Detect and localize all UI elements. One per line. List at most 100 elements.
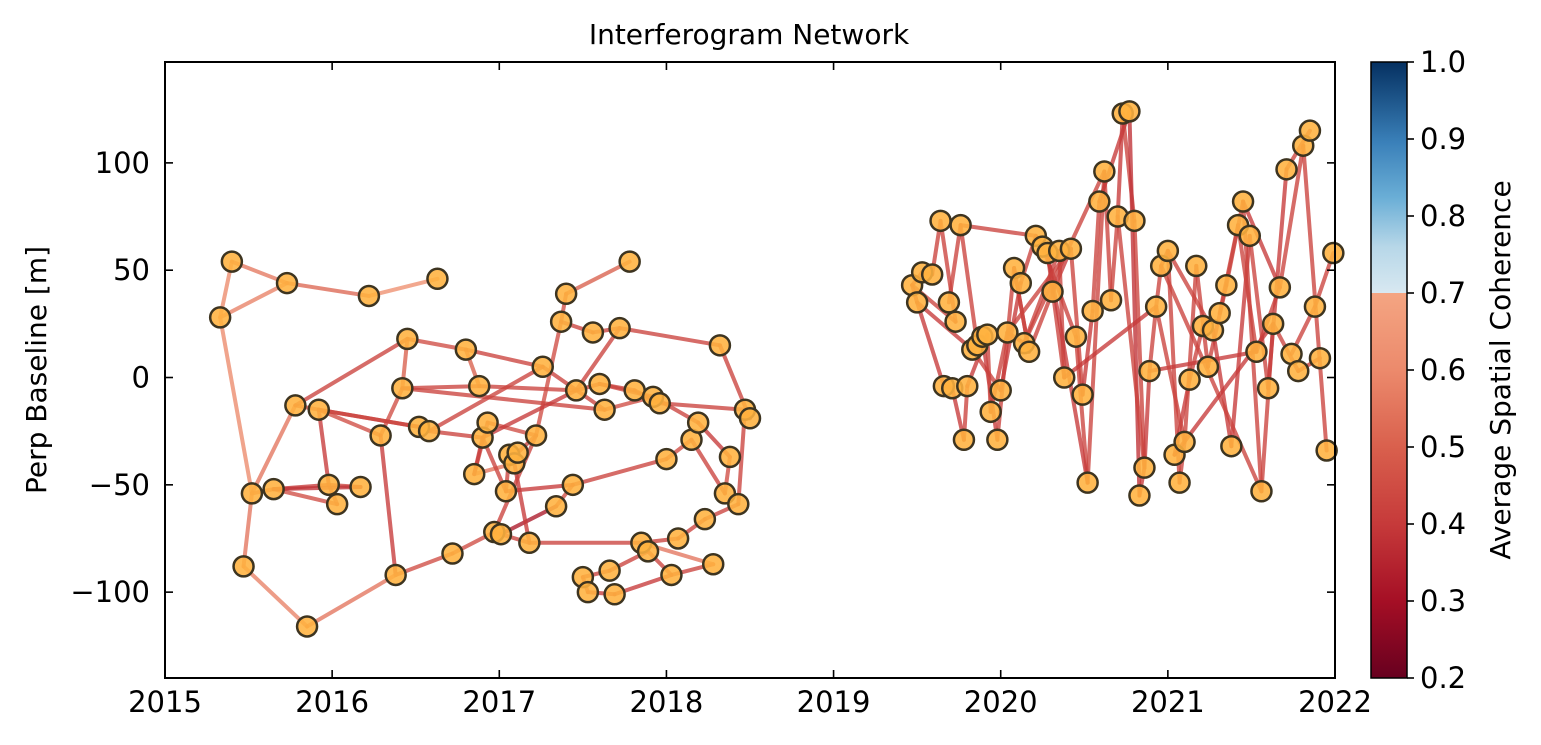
acquisition-point xyxy=(426,267,449,291)
pair-line xyxy=(1097,109,1132,204)
colorbar-tick-label: 0.6 xyxy=(1420,353,1466,387)
y-tick-label: 50 xyxy=(113,253,150,287)
acquisition-point xyxy=(976,323,999,346)
acquisition-point xyxy=(275,271,299,295)
acquisition-point xyxy=(905,291,929,314)
acquisition-point xyxy=(660,563,683,587)
acquisition-point xyxy=(598,559,621,582)
acquisition-points xyxy=(208,100,1345,638)
colorbar-tick-label: 0.5 xyxy=(1420,430,1466,464)
acquisition-point xyxy=(549,310,573,333)
acquisition-point xyxy=(317,473,341,497)
acquisition-point xyxy=(1196,355,1220,379)
colorbar-gradient xyxy=(1370,61,1408,679)
acquisition-point xyxy=(1275,158,1298,181)
acquisition-point xyxy=(576,580,600,604)
chart-title: Interferogram Network xyxy=(589,18,910,51)
pair-line xyxy=(427,364,545,434)
colorbar-tick-label: 1.0 xyxy=(1420,45,1466,79)
acquisition-point xyxy=(1071,383,1094,406)
acquisition-point xyxy=(369,424,392,447)
acquisition-point xyxy=(1322,241,1345,265)
pair-line xyxy=(1154,304,1187,444)
acquisition-point xyxy=(648,392,671,415)
colorbar-tick-label: 0.8 xyxy=(1420,199,1466,233)
acquisition-point xyxy=(588,372,611,396)
acquisition-point xyxy=(1133,456,1156,479)
acquisition-point xyxy=(693,507,717,531)
pair-line xyxy=(1062,304,1159,380)
acquisition-point xyxy=(608,316,631,340)
acquisition-point xyxy=(727,492,750,516)
pair-line xyxy=(1073,334,1090,485)
pair-line xyxy=(316,407,422,429)
acquisition-point xyxy=(262,477,285,501)
pair-line xyxy=(534,319,564,438)
pair-line xyxy=(946,223,963,305)
acquisition-point xyxy=(1173,430,1196,454)
pair-line xyxy=(316,407,331,487)
y-tick-label: −100 xyxy=(70,575,150,609)
acquisition-point xyxy=(1185,254,1208,278)
acquisition-point xyxy=(476,411,499,434)
colorbar-ticks: 0.2 0.3 0.4 0.5 0.6 0.7 0.8 0.9 1.0 xyxy=(1407,45,1466,695)
pair-line xyxy=(400,386,607,412)
acquisition-point xyxy=(944,310,967,333)
pair-line xyxy=(249,403,298,496)
acquisition-point xyxy=(506,441,529,464)
pair-line xyxy=(285,281,371,298)
acquisition-point xyxy=(284,394,307,417)
acquisition-point xyxy=(1208,301,1231,325)
acquisition-point xyxy=(489,522,513,546)
acquisition-point xyxy=(544,495,568,518)
acquisition-point xyxy=(467,374,491,398)
x-tick-label: 2015 xyxy=(128,685,202,719)
acquisition-point xyxy=(701,552,725,576)
y-tick-label: 0 xyxy=(132,361,150,395)
y-axis: −100 −50 0 50 100 xyxy=(70,146,1335,609)
acquisition-point xyxy=(1303,295,1327,318)
acquisition-point xyxy=(1052,366,1076,389)
acquisition-point xyxy=(208,306,232,329)
acquisition-point xyxy=(1088,190,1111,213)
acquisition-point xyxy=(623,379,646,402)
pair-line xyxy=(1159,263,1264,494)
acquisition-point xyxy=(462,462,486,486)
acquisition-point xyxy=(1245,340,1268,364)
acquisition-point xyxy=(1215,273,1238,297)
pair-line xyxy=(1241,199,1282,290)
pair-line xyxy=(1068,246,1085,397)
pair-line xyxy=(958,223,980,348)
acquisition-point xyxy=(1138,359,1161,383)
acquisition-point xyxy=(979,400,1002,424)
pair-line xyxy=(617,326,722,348)
pair-line xyxy=(1247,233,1271,391)
pair-line xyxy=(271,484,363,492)
pair-line xyxy=(218,315,254,496)
colorbar-label: Average Spatial Coherence xyxy=(1484,180,1517,559)
pair-line xyxy=(574,326,622,393)
x-tick-label: 2018 xyxy=(630,685,704,719)
acquisition-point xyxy=(929,209,952,233)
pair-line xyxy=(378,433,398,577)
pair-line xyxy=(305,572,398,629)
x-tick-label: 2016 xyxy=(295,685,369,719)
y-tick-label: 100 xyxy=(95,146,150,180)
plot-frame xyxy=(164,61,1336,679)
acquisition-point xyxy=(937,291,961,314)
acquisition-point xyxy=(1231,190,1255,213)
pair-line xyxy=(570,457,669,487)
pair-line xyxy=(492,433,539,535)
acquisition-point xyxy=(396,327,419,351)
pair-line xyxy=(1109,214,1120,303)
pair-line xyxy=(1090,199,1102,313)
x-tick-label: 2021 xyxy=(1131,685,1205,719)
acquisition-point xyxy=(391,376,414,400)
acquisition-point xyxy=(1076,471,1099,494)
acquisition-point xyxy=(1238,224,1262,248)
acquisition-point xyxy=(307,398,331,421)
acquisition-point xyxy=(220,250,244,273)
acquisition-point xyxy=(1268,276,1292,299)
acquisition-point xyxy=(1064,325,1088,348)
acquisition-point xyxy=(494,480,518,503)
